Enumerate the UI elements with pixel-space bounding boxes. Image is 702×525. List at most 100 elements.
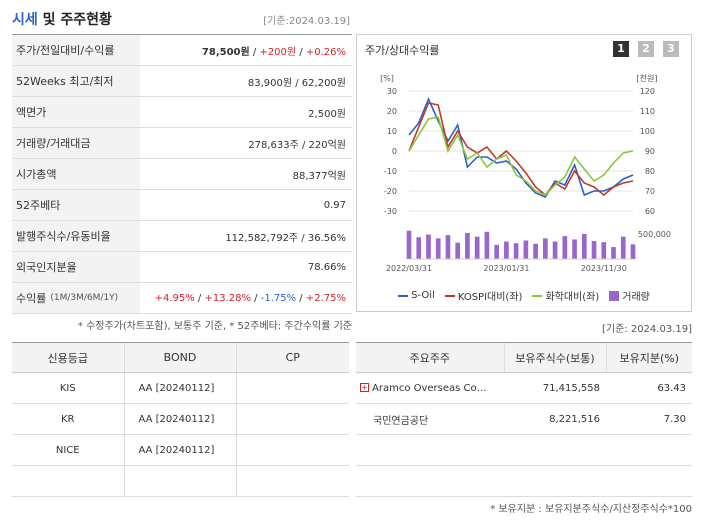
- bond-rating-cell: AA [20240112]: [123, 372, 236, 404]
- holders-reference-date: [기준: 2024.03.19]: [601, 324, 692, 335]
- price: 78,500원: [201, 46, 250, 58]
- chart-legend: S-Oil KOSPI대비(좌) 화학대비(좌) 거래량: [357, 288, 691, 303]
- return-6m: -1.75%: [260, 292, 297, 304]
- shares-label: 발행주식수/유동비율: [12, 221, 140, 251]
- legend-chemical[interactable]: 화학대비(좌): [532, 288, 599, 303]
- price-label: 주가/전일대비/수익률: [12, 35, 140, 65]
- mcap-label: 시가총액: [12, 159, 140, 189]
- holder-shares-cell: 8,221,516: [504, 403, 606, 435]
- legend-kospi[interactable]: KOSPI대비(좌): [444, 288, 523, 303]
- foreign-value: 78.66%: [307, 261, 346, 273]
- holder-pct-cell: [606, 465, 692, 497]
- credit-header-cp: CP: [235, 342, 349, 373]
- volume-bar: [611, 247, 616, 259]
- right-tick-label: 120: [640, 87, 655, 96]
- credit-header-rating: 신용등급: [12, 342, 124, 373]
- volume-bar: [455, 242, 461, 259]
- legend-soil[interactable]: S-Oil: [398, 288, 435, 303]
- row-beta: 52주베타 0.97: [12, 190, 352, 221]
- credit-body: KIS AA [20240112] KR AA [20240112] NICE AA [2…: [12, 372, 349, 497]
- chart-tab-1[interactable]: 1: [613, 41, 629, 57]
- week52-value: 83,900원 / 62,200원: [247, 77, 346, 89]
- holders-footnote: * 보유지분 : 보유지분주식수/지산정주식수*100: [490, 504, 692, 515]
- table-row: [12, 465, 349, 497]
- holder-pct-cell: 7.30: [606, 403, 692, 435]
- legend-soil-swatch: [398, 294, 409, 297]
- legend-volume[interactable]: 거래량: [609, 288, 650, 303]
- holder-shares-cell: 71,415,558: [504, 372, 606, 404]
- volume-bar: [523, 240, 529, 259]
- volume-bar: [572, 239, 577, 259]
- volume-bar: [552, 241, 558, 259]
- holder-name-cell: + Aramco Overseas Co…: [356, 372, 504, 404]
- holders-header-pct: 보유지분(%): [605, 342, 692, 373]
- volume-value: 278,633주 / 220억원: [248, 139, 346, 151]
- par-value: 2,500원: [308, 108, 346, 120]
- chart-tab-3[interactable]: 3: [663, 41, 679, 57]
- left-tick-label: -20: [384, 187, 397, 196]
- bond-rating-cell: [123, 465, 236, 497]
- right-tick-label: 80: [645, 167, 655, 176]
- volume-bar: [601, 242, 607, 259]
- series-line-1: [408, 102, 634, 197]
- volume-bar: [406, 230, 412, 259]
- volume-bar: [504, 241, 509, 259]
- cp-rating-cell: [235, 372, 349, 404]
- return-3m: +13.28%: [204, 292, 251, 304]
- legend-kospi-swatch: [444, 294, 455, 297]
- holders-header-row: 주요주주 보유주식수(보통) 보유지분(%): [356, 342, 692, 373]
- row-mcap: 시가총액 88,377억원: [12, 159, 352, 190]
- table-row: [356, 465, 692, 497]
- credit-rating-table: 신용등급 BOND CP KIS AA [20240112] KR AA [20240…: [12, 342, 349, 497]
- left-tick-label: 0: [392, 147, 397, 156]
- return-periods: (1M/3M/6M/1Y): [50, 293, 119, 303]
- right-tick-label: 60: [645, 207, 655, 216]
- title-accent: 시세: [12, 12, 38, 28]
- row-52weeks: 52Weeks 최고/최저 83,900원 / 62,200원: [12, 66, 352, 97]
- title-rest: 및 주주현황: [37, 12, 112, 28]
- volume-bar: [445, 235, 451, 259]
- chart-tab-2[interactable]: 2: [638, 41, 654, 57]
- bond-rating-cell: AA [20240112]: [123, 434, 236, 466]
- row-foreign: 외국인지분율 78.66%: [12, 252, 352, 283]
- return-1m: +4.95%: [154, 292, 195, 304]
- x-tick-label: 2023/01/31: [483, 264, 529, 273]
- holder-name: 국민연금공단: [373, 415, 429, 427]
- bond-rating-cell: AA [20240112]: [123, 403, 236, 435]
- row-par: 액면가 2,500원: [12, 97, 352, 128]
- volume-bar: [416, 237, 422, 259]
- holder-shares-cell: [504, 434, 606, 466]
- expand-plus-icon[interactable]: +: [360, 383, 369, 392]
- x-tick-label: 2023/11/30: [581, 264, 627, 273]
- cp-rating-cell: [235, 403, 349, 435]
- legend-kospi-label: KOSPI대비(좌): [457, 292, 523, 303]
- left-tick-label: -30: [384, 207, 397, 216]
- section-title: 시세 및 주주현황: [12, 9, 112, 29]
- volume-bar: [494, 244, 499, 259]
- volume-bar: [426, 234, 431, 259]
- legend-chemical-swatch: [532, 294, 543, 297]
- table-row: 국민연금공단 8,221,516 7.30: [356, 403, 692, 435]
- holder-name[interactable]: Aramco Overseas Co…: [372, 382, 487, 394]
- legend-volume-label: 거래량: [622, 292, 650, 303]
- volume-bar: [591, 241, 597, 259]
- left-tick-label: 30: [387, 87, 397, 96]
- week52-label: 52Weeks 최고/최저: [12, 66, 140, 96]
- price-change-pct: +0.26%: [305, 46, 346, 58]
- left-axis-unit: [%]: [380, 74, 394, 83]
- credit-agency-cell: NICE: [12, 434, 124, 466]
- row-return: 수익률 (1M/3M/6M/1Y) +4.95% / +13.28% / -1.7…: [12, 283, 352, 314]
- volume-label: 거래량/거래대금: [12, 128, 140, 158]
- holder-name-cell: 국민연금공단: [356, 403, 504, 435]
- right-axis-unit: [천원]: [637, 73, 658, 83]
- table-row: KR AA [20240112]: [12, 403, 349, 435]
- x-tick-label: 2022/03/31: [386, 264, 432, 273]
- holder-name-cell: [356, 465, 504, 497]
- return-value: +4.95% / +13.28% / -1.75% / +2.75%: [154, 292, 346, 304]
- return-label: 수익률 (1M/3M/6M/1Y): [12, 283, 140, 313]
- row-volume: 거래량/거래대금 278,633주 / 220억원: [12, 128, 352, 159]
- credit-agency-cell: KR: [12, 403, 124, 435]
- holders-header-name: 주요주주: [356, 342, 504, 373]
- cp-rating-cell: [235, 465, 349, 497]
- volume-bar: [630, 244, 636, 259]
